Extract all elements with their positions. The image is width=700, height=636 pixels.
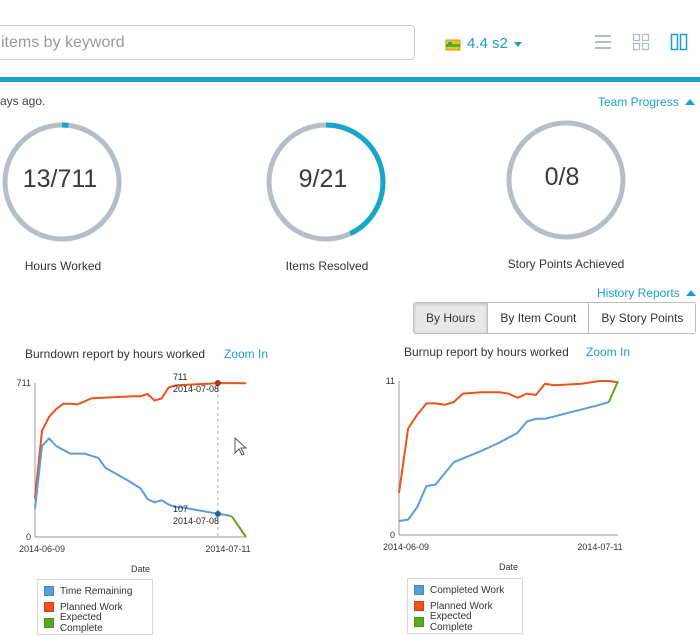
y-tick-label: 0 xyxy=(390,530,395,540)
y-tick-label: 711 xyxy=(17,378,31,388)
story-points-ring xyxy=(506,120,626,240)
series-line-planned-work xyxy=(34,382,247,499)
legend-label: Time Remaining xyxy=(60,585,133,597)
chevron-down-icon xyxy=(513,42,522,47)
by-item-count-button[interactable]: By Item Count xyxy=(487,303,589,333)
last-updated-text: ays ago. xyxy=(0,94,46,108)
hours-worked-progress-arc xyxy=(2,122,122,242)
x-axis-label: Date xyxy=(499,562,518,572)
legend-item-time-remaining: Time Remaining xyxy=(44,583,146,599)
series-line-planned-work xyxy=(398,380,619,494)
chevron-up-icon xyxy=(684,99,695,105)
story-points-label: Story Points Achieved xyxy=(507,257,625,271)
legend-item-planned-work: Planned Work xyxy=(44,599,146,615)
release-label: 4.4 s2 xyxy=(467,35,508,52)
planned-work-marker xyxy=(214,380,221,386)
x-tick-label: 2014-06-09 xyxy=(383,542,429,552)
burndown-zoom-in-link[interactable]: Zoom In xyxy=(224,347,269,361)
hours-worked-value: 13/711 xyxy=(22,165,98,193)
list-view-icon[interactable] xyxy=(594,33,612,51)
by-hours-button[interactable]: By Hours xyxy=(414,303,488,333)
legend-swatch xyxy=(414,601,424,611)
tooltip-value: 107 xyxy=(173,504,188,514)
legend-swatch xyxy=(44,602,54,612)
items-resolved-value: 9/21 xyxy=(298,165,348,193)
search-placeholder: items by keyword xyxy=(1,34,125,51)
burnup-chart-title: Burnup report by hours worked xyxy=(404,345,569,359)
legend-label: Expected Complete xyxy=(429,611,473,633)
team-progress-label: Team Progress xyxy=(598,95,679,109)
accent-bar xyxy=(0,77,700,82)
tooltip-date: 2014-07-08 xyxy=(173,384,219,394)
burndown-chart-title: Burndown report by hours worked xyxy=(25,347,206,361)
burndown-legend: Time Remaining Planned Work Expected Com… xyxy=(37,579,153,635)
search-input[interactable]: items by keyword xyxy=(0,25,415,60)
tooltip-date: 2014-07-08 xyxy=(173,516,219,526)
by-story-points-button[interactable]: By Story Points xyxy=(588,303,696,333)
burnup-zoom-in-link[interactable]: Zoom In xyxy=(586,345,631,359)
series-line-completed-work xyxy=(398,401,610,522)
legend-item-planned-work: Planned Work xyxy=(414,598,516,614)
story-points-value: 0/8 xyxy=(544,163,580,191)
legend-label: Planned Work xyxy=(430,600,493,612)
release-selector[interactable]: 4.4 s2 xyxy=(445,35,522,52)
report-type-toggle: By Hours By Item Count By Story Points xyxy=(413,302,697,334)
series-line-time-remaining xyxy=(34,437,233,518)
items-resolved-label: Items Resolved xyxy=(285,259,369,273)
legend-swatch xyxy=(44,618,54,628)
series-line-expected-complete xyxy=(607,380,619,403)
x-tick-label: 2014-07-11 xyxy=(577,542,622,552)
legend-item-expected-complete: Expected Complete xyxy=(414,611,516,633)
legend-swatch xyxy=(414,585,424,595)
legend-swatch xyxy=(44,586,54,596)
hours-worked-label: Hours Worked xyxy=(24,259,102,273)
x-tick-label: 2014-06-09 xyxy=(19,544,65,554)
time-remaining-marker xyxy=(214,510,221,517)
series-line-expected-complete xyxy=(231,515,247,538)
team-progress-link[interactable]: Team Progress xyxy=(598,95,695,109)
burndown-chart: 0 711 2014-06-09 2014-07-11 Date 711 2014-07-0… xyxy=(17,372,251,574)
items-resolved-ring xyxy=(266,122,386,242)
grid-view-icon[interactable] xyxy=(632,33,650,51)
legend-label: Planned Work xyxy=(60,601,123,613)
legend-label: Completed Work xyxy=(430,584,505,596)
items-resolved-progress-arc xyxy=(266,122,386,242)
hours-worked-ring xyxy=(2,122,122,242)
burnup-chart: 0 11 2014-06-09 2014-07-11 Date xyxy=(383,376,623,572)
y-tick-label: 0 xyxy=(26,532,31,542)
legend-item-expected-complete: Expected Complete xyxy=(44,612,146,634)
x-tick-label: 2014-07-11 xyxy=(205,544,250,554)
x-axis-label: Date xyxy=(131,564,150,574)
legend-item-completed-work: Completed Work xyxy=(414,582,516,598)
columns-view-icon[interactable] xyxy=(670,33,688,51)
history-reports-label: History Reports xyxy=(597,286,680,300)
release-flag-icon xyxy=(445,38,461,50)
history-reports-link[interactable]: History Reports xyxy=(597,286,696,300)
chevron-up-icon xyxy=(685,290,696,296)
legend-label: Expected Complete xyxy=(59,612,103,634)
burnup-legend: Completed Work Planned Work Expected Com… xyxy=(407,578,523,634)
tooltip-value: 711 xyxy=(173,372,187,382)
legend-swatch xyxy=(414,617,424,627)
mouse-cursor-icon xyxy=(234,437,248,456)
y-tick-label: 11 xyxy=(386,376,395,386)
